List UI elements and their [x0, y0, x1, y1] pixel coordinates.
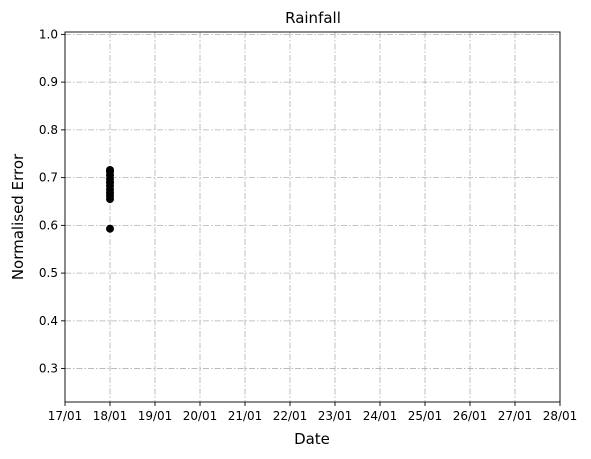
y-tick-label: 0.9 — [39, 75, 58, 89]
x-tick-label: 26/01 — [453, 409, 488, 423]
y-tick-label: 0.8 — [39, 123, 58, 137]
grid-layer — [64, 32, 561, 402]
x-tick-label: 28/01 — [543, 409, 578, 423]
y-tick-label: 0.3 — [39, 362, 58, 376]
x-tick-label: 24/01 — [363, 409, 398, 423]
data-point — [106, 224, 114, 233]
x-tick-label: 27/01 — [498, 409, 533, 423]
ticks-layer: 17/01 18/01 19/01 20/01 21/01 22/01 23/01 24/01… — [39, 27, 577, 423]
y-tick-label: 0.4 — [39, 314, 58, 328]
y-tick-label: 0.5 — [39, 266, 58, 280]
x-tick-label: 18/01 — [93, 409, 128, 423]
y-tick-label: 1.0 — [39, 27, 58, 41]
plot-frame — [64, 31, 561, 403]
chart-title: Rainfall — [285, 9, 341, 27]
y-tick-label: 0.6 — [39, 218, 58, 232]
x-tick-label: 23/01 — [318, 409, 353, 423]
x-tick-label: 19/01 — [138, 409, 173, 423]
x-tick-label: 20/01 — [183, 409, 218, 423]
data-point — [106, 165, 114, 174]
x-tick-label: 25/01 — [408, 409, 443, 423]
x-axis-label: Date — [294, 430, 330, 448]
y-tick-label: 0.7 — [39, 171, 58, 185]
points-layer — [106, 165, 114, 233]
x-tick-label: 17/01 — [48, 409, 83, 423]
x-tick-label: 22/01 — [273, 409, 308, 423]
x-tick-label: 21/01 — [228, 409, 263, 423]
y-axis-label: Normalised Error — [9, 153, 27, 280]
